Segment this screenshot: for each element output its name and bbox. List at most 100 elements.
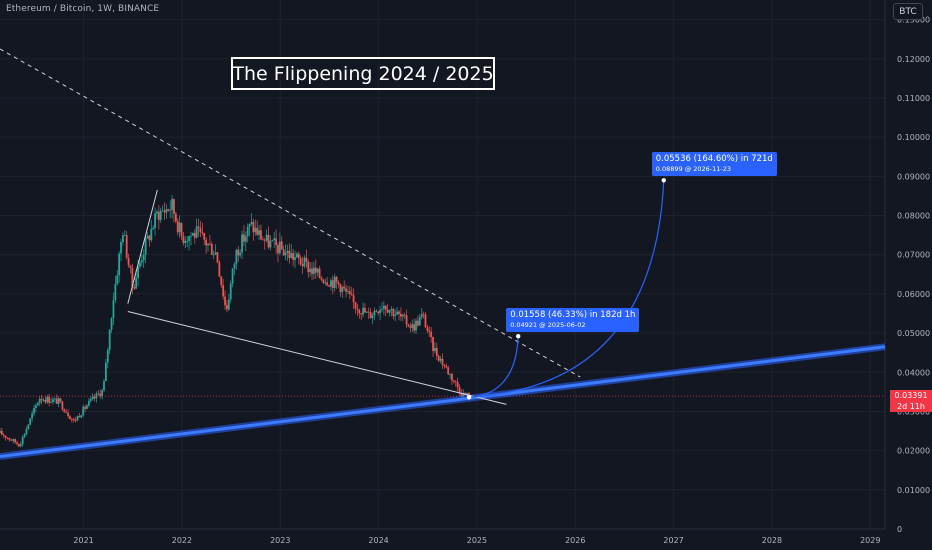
- candle-body: [44, 399, 47, 403]
- candle-body: [294, 257, 296, 260]
- candle-body: [129, 265, 132, 268]
- candle-body: [165, 209, 168, 213]
- candle-body: [152, 227, 155, 230]
- candle-body: [14, 439, 17, 443]
- candle-body: [50, 402, 52, 403]
- candle-body: [21, 436, 24, 445]
- candle-body: [125, 235, 128, 258]
- projection-start-point: [466, 395, 472, 400]
- candle-body: [362, 307, 364, 315]
- candle-body: [413, 324, 416, 331]
- trendline-drawings[interactable]: [0, 48, 886, 460]
- candle-body: [180, 222, 183, 237]
- candle-body: [131, 267, 134, 288]
- candle-body: [38, 398, 41, 403]
- price-range-label-1[interactable]: 0.01558 (46.33%) in 182d 1h 0.04921 @ 20…: [506, 308, 640, 333]
- candle-body: [78, 416, 81, 418]
- symbol-title[interactable]: Ethereum / Bitcoin, 1W, BINANCE: [6, 4, 160, 14]
- y-tick-label: 0.09000: [897, 172, 930, 181]
- candle-body: [466, 393, 468, 396]
- candle-body: [226, 305, 228, 310]
- headline-annotation[interactable]: The Flippening 2024 / 2025: [231, 57, 495, 90]
- y-tick-label: 0.13000: [897, 16, 930, 25]
- candle-body: [324, 282, 327, 284]
- candle-body: [331, 280, 334, 288]
- candle-body: [246, 227, 249, 237]
- candle-body: [63, 409, 66, 412]
- candle-body: [365, 311, 368, 313]
- candle-body: [360, 313, 363, 315]
- projection-curves[interactable]: [466, 178, 666, 400]
- candle-body: [93, 396, 96, 399]
- candle-body: [277, 244, 279, 254]
- candle-body: [390, 308, 393, 311]
- candle-body: [271, 240, 274, 241]
- falling-resistance-line[interactable]: [0, 48, 581, 378]
- candle-body: [186, 241, 189, 242]
- candle-body: [140, 260, 143, 263]
- candle-body: [2, 434, 5, 436]
- candle-body: [367, 311, 370, 313]
- candle-body: [278, 241, 281, 254]
- candle-body: [31, 413, 34, 419]
- y-tick-label: 0: [897, 525, 902, 534]
- candle-body: [150, 229, 153, 241]
- candle-body: [382, 305, 385, 309]
- grid-lines: [0, 0, 885, 529]
- candle-body: [394, 314, 397, 317]
- projection-curve-2[interactable]: [469, 180, 665, 398]
- candle-body: [339, 284, 342, 293]
- candle-body: [418, 317, 421, 326]
- candle-body: [333, 276, 336, 288]
- candle-body: [273, 238, 276, 241]
- candle-body: [36, 402, 39, 406]
- candle-body: [193, 233, 196, 238]
- candle-body: [434, 348, 436, 352]
- x-tick-label: 2023: [270, 536, 290, 545]
- candle-body: [388, 310, 391, 313]
- candle-body: [76, 416, 79, 421]
- candle-body: [184, 241, 187, 243]
- candle-body: [82, 406, 85, 416]
- measure-1-target: 0.04921 @ 2025-06-02: [510, 321, 586, 330]
- candle-body: [99, 393, 102, 397]
- support-trendline[interactable]: [0, 345, 886, 458]
- candle-body: [411, 324, 414, 328]
- candle-body: [210, 243, 213, 255]
- candle-body: [235, 249, 238, 264]
- candle-body: [144, 238, 147, 255]
- candle-body: [216, 252, 219, 263]
- x-tick-label: 2029: [860, 536, 880, 545]
- candle-body: [269, 240, 272, 248]
- candle-body: [424, 314, 427, 328]
- candle-body: [188, 236, 191, 242]
- candle-body: [8, 438, 11, 440]
- candle-body: [449, 373, 451, 375]
- y-tick-label: 0.12000: [897, 55, 930, 64]
- candle-body: [120, 242, 122, 254]
- candle-body: [72, 419, 75, 421]
- y-tick-label: 0.05000: [897, 329, 930, 338]
- candle-body: [237, 249, 240, 256]
- candle-body: [337, 281, 340, 285]
- candle-body: [222, 285, 225, 297]
- candle-body: [311, 268, 313, 274]
- candle-body: [10, 439, 13, 441]
- candle-body: [70, 419, 73, 420]
- candle-body: [108, 329, 111, 351]
- candle-body: [373, 310, 376, 316]
- upper-wedge-line[interactable]: [127, 189, 158, 304]
- candle-body: [209, 243, 211, 245]
- currency-button[interactable]: BTC: [893, 3, 923, 20]
- candle-body: [40, 398, 43, 401]
- candle-body: [42, 399, 45, 401]
- lower-wedge-line[interactable]: [127, 311, 507, 405]
- candle-body: [103, 381, 105, 391]
- candle-body: [241, 234, 243, 253]
- candle-body: [275, 238, 277, 245]
- candle-body: [447, 367, 450, 375]
- time-axis[interactable]: 2021 2022 2023 2024 2025 2026 2027 2028 2029: [73, 536, 880, 545]
- candle-body: [110, 318, 113, 330]
- price-range-label-2[interactable]: 0.05536 (164.60%) in 721d 0.08899 @ 2026…: [651, 152, 777, 177]
